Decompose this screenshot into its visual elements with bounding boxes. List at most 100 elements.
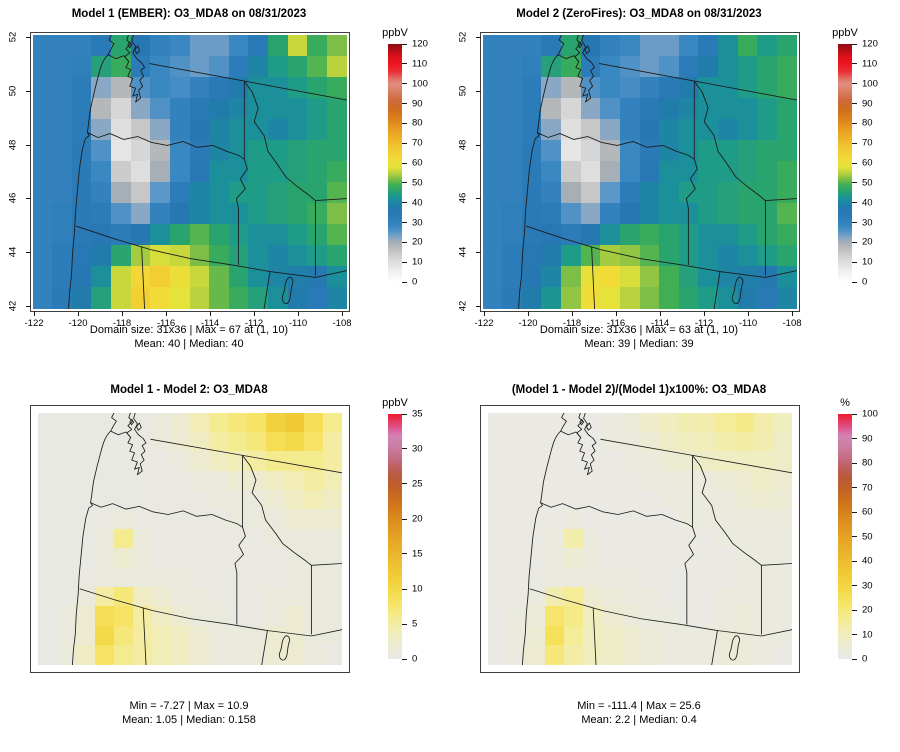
colorbar-tick-label: 30 [412,443,423,455]
colorbar-tick-label: 20 [862,604,873,616]
y-axis-tick-label: 52 [457,31,469,43]
colorbar-tick [402,588,407,590]
colorbar-tick-label: 70 [862,482,873,493]
colorbar-tick-label: 10 [412,256,423,268]
colorbar-tick-label: 110 [412,58,428,70]
colorbar-tick [402,658,407,660]
map-plot-area: -122 -120 -118 -116 -114 -112 -110 -108 52 50 48 46… [8,32,352,329]
y-axis-tick [476,198,481,200]
x-axis-tick [342,311,343,316]
colorbar-tick [852,634,857,635]
colorbar-tick-label: 120 [412,38,428,50]
colorbar-tick [852,83,857,85]
stats-line-2: Mean: 2.2 | Median: 0.4 [581,713,697,726]
y-axis-tick-label: 48 [457,139,469,150]
colorbar-tick [402,83,407,85]
panel-title: Model 1 - Model 2: O3_MDA8 [110,384,268,396]
y-axis-tick-label: 52 [7,31,19,43]
colorbar-tick [852,536,857,537]
colorbar-tick [852,585,857,586]
x-axis-tick [166,311,167,316]
colorbar-tick-label: 35 [412,408,423,420]
colorbar-tick [852,658,857,660]
colorbar-tick [852,162,857,164]
colorbar-tick-label: 40 [862,555,873,567]
raster-heatmap [38,413,342,665]
colorbar-tick-label: 100 [412,78,428,90]
panel-title: (Model 1 - Model 2)/(Model 1)x100%: O3_M… [511,384,767,396]
colorbar-tick-label: 60 [862,506,873,518]
y-axis-tick-label: 42 [7,300,19,312]
y-axis-tick-label: 50 [7,85,19,97]
stats-line-1: Domain size: 31x36 | Max = 63 at (1, 10) [539,324,739,336]
x-axis-tick-label: -114 [200,318,220,329]
colorbar-tick-label: 50 [862,531,873,542]
panel-difference: Model 1 - Model 2: O3_MDA8 Min = -7.27 |… [0,376,450,752]
colorbar-tick-label: 80 [862,457,873,469]
x-axis-tick [528,311,529,316]
y-axis-tick [476,144,481,146]
x-axis-tick-label: -120 [518,318,538,329]
colorbar-tick-label: 60 [412,157,423,169]
x-axis-tick [792,311,793,316]
colorbar-tick [402,222,407,223]
colorbar-tick-label: 90 [862,433,873,444]
y-axis-tick-label: 44 [457,246,469,258]
stats-line-1: Min = -7.27 | Max = 10.9 [129,700,249,712]
colorbar-tick [852,63,857,65]
x-axis-tick [210,311,211,316]
x-axis-tick-label: -122 [24,318,44,329]
x-axis-tick-label: -108 [782,318,802,329]
y-axis-tick-label: 44 [7,246,19,258]
raster-heatmap [483,35,797,309]
colorbar-tick [402,261,407,263]
colorbar-tick [852,413,857,415]
colorbar-tick-label: 10 [862,256,873,268]
y-axis-tick [476,90,481,92]
domain-stats: Domain size: 31x36 | Max = 67 at (1, 10)… [14,324,364,351]
colorbar-unit-label: ppbV [382,397,408,409]
colorbar-tick [852,462,857,464]
colorbar-tick [402,63,407,65]
colorbar-tick-label: 0 [412,653,418,665]
colorbar-tick [852,281,857,283]
colorbar-tick [852,103,857,104]
x-axis-tick [616,311,617,316]
colorbar-tick-label: 90 [862,98,873,109]
x-axis-tick-label: -110 [288,318,308,329]
colorbar-tick-label: 40 [412,197,423,209]
colorbar-tick [852,202,857,204]
colorbar-tick-label: 50 [862,177,873,189]
x-axis-tick [298,311,299,316]
x-axis-tick [78,311,79,316]
colorbar-tick [852,560,857,562]
colorbar-tick-label: 110 [862,58,878,70]
y-axis-tick [476,252,481,254]
colorbar-tick-label: 30 [412,217,423,228]
x-axis-tick [748,311,749,316]
x-axis-tick-label: -110 [738,318,758,329]
y-axis-tick [26,306,31,307]
colorbar-tick-label: 30 [862,217,873,228]
colorbar-tick [402,142,407,144]
x-axis-tick [122,311,123,316]
colorbar-tick [402,162,407,164]
domain-stats: Min = -111.4 | Max = 25.6 Mean: 2.2 | Me… [464,700,814,727]
colorbar-tick-label: 100 [862,78,878,90]
colorbar-tick-label: 120 [862,38,878,50]
colorbar-tick-label: 10 [412,583,423,595]
panel-title: Model 1 (EMBER): O3_MDA8 on 08/31/2023 [71,8,307,20]
panel-percent-difference: (Model 1 - Model 2)/(Model 1)x100%: O3_M… [450,376,900,752]
colorbar-tick [402,103,407,104]
colorbar-tick-label: 80 [412,117,423,129]
x-axis-tick-label: -116 [606,318,626,329]
x-axis-tick-label: -120 [68,318,88,329]
stats-line-2: Mean: 39 | Median: 39 [584,337,694,350]
colorbar-tick-label: 0 [862,653,868,665]
y-axis-tick [26,90,31,92]
colorbar-unit-label: % [840,397,850,409]
raster-heatmap [488,413,792,665]
colorbar-tick [852,609,857,611]
colorbar-tick [402,281,407,283]
x-axis-tick-label: -112 [244,318,264,329]
